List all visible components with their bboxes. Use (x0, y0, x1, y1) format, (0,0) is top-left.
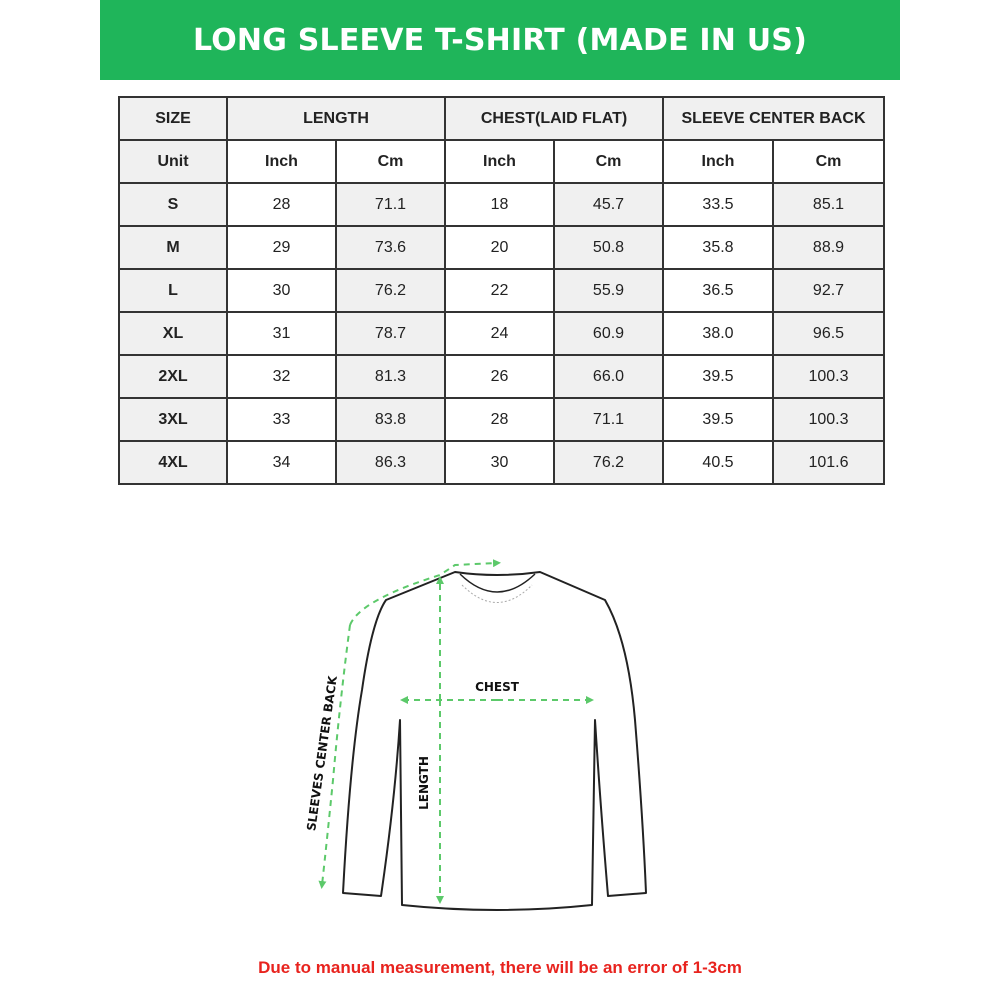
measurement-cell: 101.6 (772, 440, 885, 485)
measurement-cell: 33.5 (662, 182, 774, 227)
measurement-cell: 38.0 (662, 311, 774, 356)
measurement-cell: 86.3 (335, 440, 446, 485)
chest-label: CHEST (475, 680, 520, 694)
measurement-cell: 92.7 (772, 268, 885, 313)
table-row: L 30 76.2 22 55.9 36.5 92.7 (118, 268, 885, 313)
unit-cell: Cm (553, 139, 664, 184)
unit-cell: Inch (662, 139, 774, 184)
measurement-cell: 30 (226, 268, 337, 313)
sleeve-label: SLEEVES CENTER BACK (304, 674, 340, 831)
measurement-cell: 60.9 (553, 311, 664, 356)
measurement-cell: 83.8 (335, 397, 446, 442)
measure-arrows (318, 559, 594, 904)
header-length: LENGTH (226, 96, 446, 141)
measurement-cell: 29 (226, 225, 337, 270)
measurement-cell: 40.5 (662, 440, 774, 485)
measurement-cell: 34 (226, 440, 337, 485)
size-cell: 3XL (118, 397, 228, 442)
measurement-cell: 76.2 (335, 268, 446, 313)
sleeve-arrow (318, 624, 351, 889)
measurement-cell: 96.5 (772, 311, 885, 356)
size-cell: XL (118, 311, 228, 356)
size-cell: L (118, 268, 228, 313)
table-row: M 29 73.6 20 50.8 35.8 88.9 (118, 225, 885, 270)
measurement-cell: 39.5 (662, 354, 774, 399)
measurement-cell: 85.1 (772, 182, 885, 227)
measurement-cell: 55.9 (553, 268, 664, 313)
unit-cell: Inch (444, 139, 555, 184)
measurement-cell: 71.1 (335, 182, 446, 227)
measurement-cell: 73.6 (335, 225, 446, 270)
measurement-cell: 66.0 (553, 354, 664, 399)
measurement-cell: 78.7 (335, 311, 446, 356)
unit-cell: Cm (335, 139, 446, 184)
measurement-cell: 26 (444, 354, 555, 399)
header-sleeve: SLEEVE CENTER BACK (662, 96, 885, 141)
measurement-cell: 20 (444, 225, 555, 270)
measurement-cell: 28 (226, 182, 337, 227)
shirt-outline (342, 571, 647, 911)
measurement-note: Due to manual measurement, there will be… (258, 958, 742, 977)
size-cell: 2XL (118, 354, 228, 399)
table-row: 2XL 32 81.3 26 66.0 39.5 100.3 (118, 354, 885, 399)
unit-cell: Inch (226, 139, 337, 184)
unit-row: Unit Inch Cm Inch Cm Inch Cm (118, 139, 885, 184)
header-chest: CHEST(LAID FLAT) (444, 96, 664, 141)
size-cell: S (118, 182, 228, 227)
sleeve-top-arrow (349, 559, 501, 626)
measurement-cell: 31 (226, 311, 337, 356)
size-cell: 4XL (118, 440, 228, 485)
measurement-cell: 22 (444, 268, 555, 313)
measurement-cell: 100.3 (772, 397, 885, 442)
measurement-cell: 100.3 (772, 354, 885, 399)
length-label: LENGTH (417, 756, 431, 810)
measurement-cell: 33 (226, 397, 337, 442)
group-header-row: SIZE LENGTH CHEST(LAID FLAT) SLEEVE CENT… (118, 96, 885, 141)
measurement-cell: 32 (226, 354, 337, 399)
measurement-cell: 71.1 (553, 397, 664, 442)
table-row: XL 31 78.7 24 60.9 38.0 96.5 (118, 311, 885, 356)
unit-label: Unit (118, 139, 228, 184)
size-chart-table: SIZE LENGTH CHEST(LAID FLAT) SLEEVE CENT… (118, 96, 885, 485)
measurement-cell: 36.5 (662, 268, 774, 313)
measurement-cell: 88.9 (772, 225, 885, 270)
page-title: LONG SLEEVE T-SHIRT (MADE IN US) (192, 22, 808, 58)
measurement-cell: 28 (444, 397, 555, 442)
measurement-cell: 39.5 (662, 397, 774, 442)
measurement-cell: 18 (444, 182, 555, 227)
measurement-cell: 30 (444, 440, 555, 485)
table-row: 3XL 33 83.8 28 71.1 39.5 100.3 (118, 397, 885, 442)
measurement-cell: 81.3 (335, 354, 446, 399)
table-row: 4XL 34 86.3 30 76.2 40.5 101.6 (118, 440, 885, 485)
header-size: SIZE (118, 96, 228, 141)
measurement-cell: 50.8 (553, 225, 664, 270)
measurement-cell: 24 (444, 311, 555, 356)
measurement-cell: 45.7 (553, 182, 664, 227)
measurement-cell: 35.8 (662, 225, 774, 270)
table-row: S 28 71.1 18 45.7 33.5 85.1 (118, 182, 885, 227)
unit-cell: Cm (772, 139, 885, 184)
title-banner: LONG SLEEVE T-SHIRT (MADE IN US) (100, 0, 900, 80)
size-cell: M (118, 225, 228, 270)
measurement-cell: 76.2 (553, 440, 664, 485)
